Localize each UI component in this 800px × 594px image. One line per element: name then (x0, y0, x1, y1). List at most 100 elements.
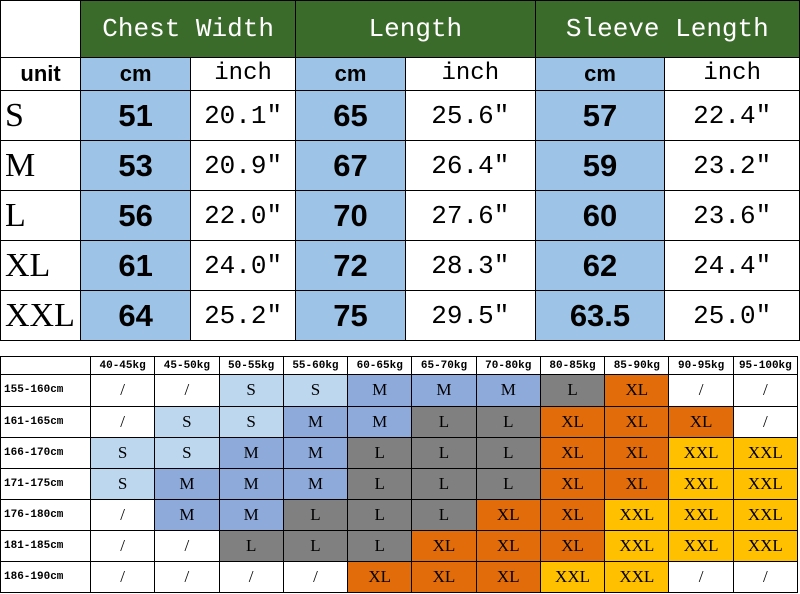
unit-header: cm (535, 57, 665, 91)
inch-value: 23.6" (665, 191, 799, 241)
inch-value: 22.0" (191, 191, 296, 241)
size-cell: L (412, 468, 476, 499)
size-cell: M (348, 406, 412, 437)
size-cell: XL (605, 468, 669, 499)
size-cell: L (412, 437, 476, 468)
inch-value: 27.6" (405, 191, 535, 241)
weight-header: 55-60kg (283, 357, 348, 375)
size-cell: L (219, 530, 283, 561)
unit-header: inch (405, 57, 535, 91)
size-cell: L (348, 468, 412, 499)
size-cell: / (219, 561, 283, 592)
size-cell: XL (412, 561, 476, 592)
size-cell: XXL (733, 437, 797, 468)
size-cell: M (219, 437, 283, 468)
size-table: Chest Width Length Sleeve Length unit cm inch… (0, 0, 800, 341)
size-cell: XL (476, 530, 540, 561)
inch-value: 25.0" (665, 291, 799, 340)
size-cell: XL (412, 530, 476, 561)
fit-table: 40-45kg 45-50kg 50-55kg 55-60kg 60-65kg 65-70… (0, 356, 798, 593)
size-cell: XL (605, 375, 669, 406)
size-cell: XL (476, 561, 540, 592)
size-cell: XXL (605, 530, 669, 561)
size-cell: XL (605, 437, 669, 468)
size-cell: / (669, 561, 733, 592)
size-cell: / (733, 561, 797, 592)
inch-value: 24.0" (191, 241, 296, 291)
size-cell: XL (540, 406, 605, 437)
size-cell: XL (348, 561, 412, 592)
size-cell: L (476, 468, 540, 499)
size-cell: L (476, 437, 540, 468)
size-label: XXL (1, 291, 81, 340)
size-cell: M (476, 375, 540, 406)
cm-value: 60 (535, 191, 665, 241)
size-cell: XXL (669, 530, 733, 561)
cm-value: 56 (81, 191, 191, 241)
size-cell: XXL (669, 437, 733, 468)
size-cell: M (219, 468, 283, 499)
cm-value: 51 (81, 91, 191, 141)
size-cell: XXL (540, 561, 605, 592)
inch-value: 25.6" (405, 91, 535, 141)
weight-header: 40-45kg (90, 357, 155, 375)
size-cell: XXL (669, 468, 733, 499)
weight-header: 45-50kg (155, 357, 219, 375)
inch-value: 26.4" (405, 141, 535, 191)
size-cell: S (155, 406, 219, 437)
inch-value: 25.2" (191, 291, 296, 340)
cm-value: 59 (535, 141, 665, 191)
cm-value: 65 (296, 91, 405, 141)
size-cell: XL (540, 530, 605, 561)
size-cell: / (155, 561, 219, 592)
size-cell: XL (540, 499, 605, 530)
size-label: S (1, 91, 81, 141)
weight-header: 95-100kg (733, 357, 797, 375)
size-cell: / (90, 375, 155, 406)
height-label: 186-190cm (1, 561, 90, 592)
cm-value: 67 (296, 141, 405, 191)
size-cell: / (155, 375, 219, 406)
size-cell: XXL (669, 499, 733, 530)
weight-header: 65-70kg (412, 357, 476, 375)
size-cell: / (733, 406, 797, 437)
size-cell: / (155, 530, 219, 561)
cm-value: 64 (81, 291, 191, 340)
size-cell: XL (540, 468, 605, 499)
size-cell: S (219, 375, 283, 406)
size-cell: L (348, 530, 412, 561)
height-label: 176-180cm (1, 499, 90, 530)
size-cell: / (90, 406, 155, 437)
size-cell: L (348, 437, 412, 468)
cm-value: 70 (296, 191, 405, 241)
size-label: XL (1, 241, 81, 291)
inch-value: 23.2" (665, 141, 799, 191)
size-cell: XL (669, 406, 733, 437)
size-cell: L (412, 499, 476, 530)
column-header: Chest Width (81, 1, 296, 57)
height-label: 166-170cm (1, 437, 90, 468)
cm-value: 63.5 (535, 291, 665, 340)
size-cell: M (283, 468, 348, 499)
column-header: Length (296, 1, 535, 57)
weight-header: 50-55kg (219, 357, 283, 375)
size-cell: L (412, 406, 476, 437)
weight-header: 60-65kg (348, 357, 412, 375)
size-cell: M (283, 406, 348, 437)
size-cell: M (412, 375, 476, 406)
size-cell: XL (605, 406, 669, 437)
size-cell: / (733, 375, 797, 406)
size-cell: / (90, 530, 155, 561)
size-cell: L (283, 499, 348, 530)
size-cell: / (90, 499, 155, 530)
inch-value: 22.4" (665, 91, 799, 141)
column-header: Sleeve Length (535, 1, 799, 57)
inch-value: 29.5" (405, 291, 535, 340)
cm-value: 75 (296, 291, 405, 340)
size-cell: XXL (733, 530, 797, 561)
size-cell: XL (540, 437, 605, 468)
size-cell: S (219, 406, 283, 437)
size-cell: M (219, 499, 283, 530)
height-label: 155-160cm (1, 375, 90, 406)
